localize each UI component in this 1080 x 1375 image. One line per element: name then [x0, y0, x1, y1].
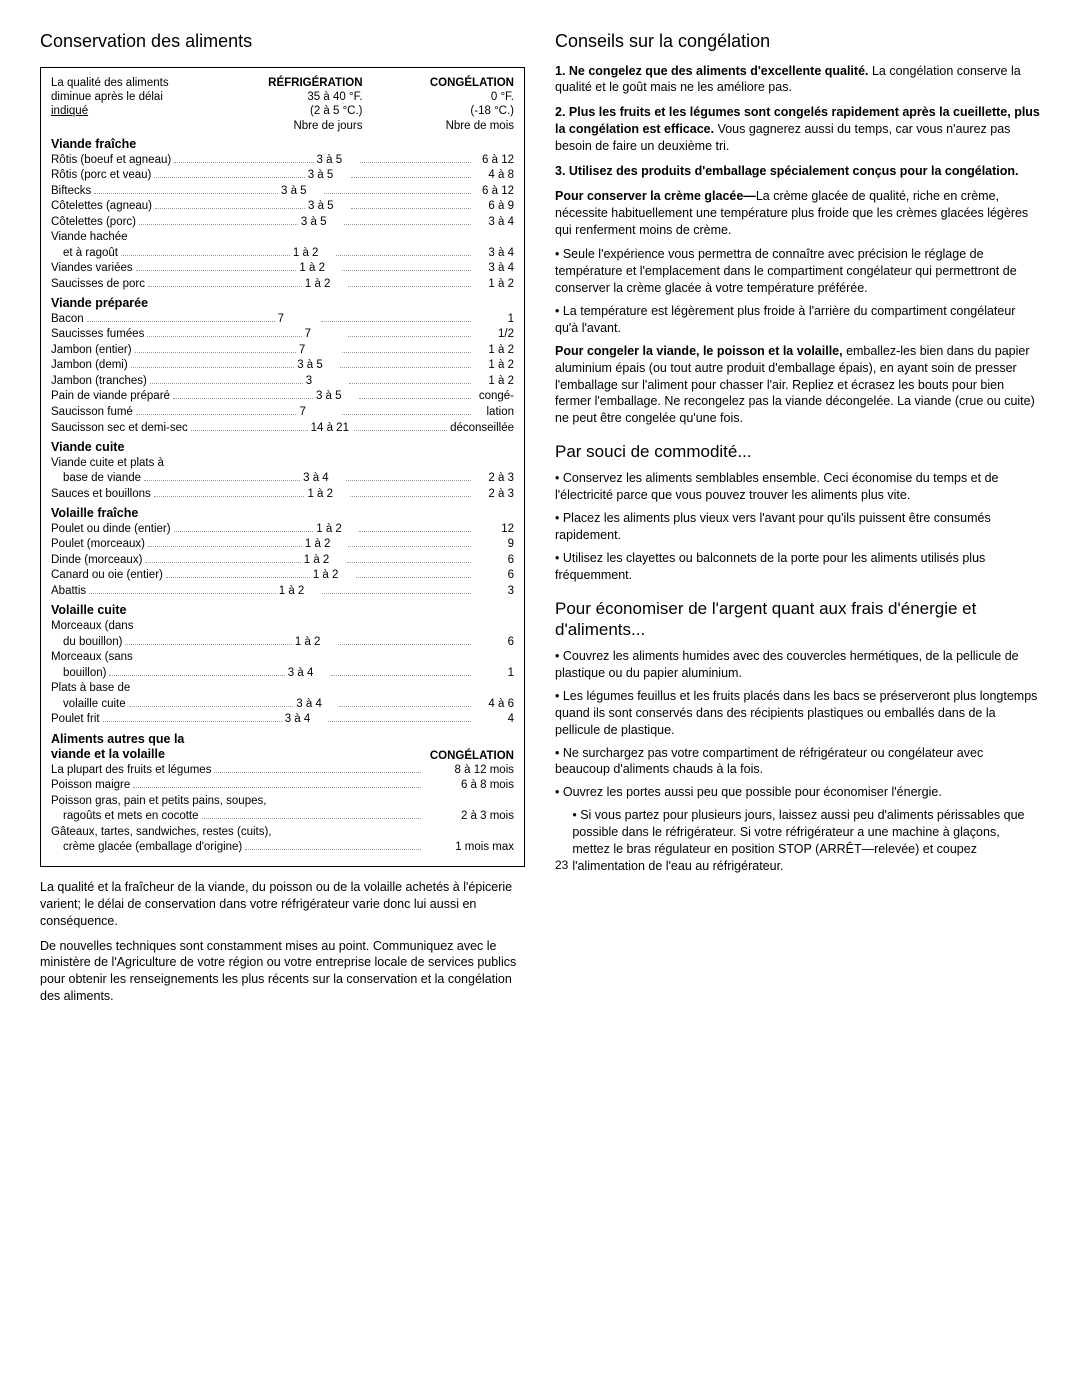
left-footnote-0: La qualité et la fraîcheur de la viande,…	[40, 879, 525, 930]
bullet-item: • La température est légèrement plus fro…	[555, 303, 1040, 337]
table-row: Côtelettes (porc)3 à 53 à 4	[51, 215, 514, 231]
para-block-1: Pour conserver la crème glacée—La crème …	[555, 188, 1040, 239]
bullet-item: • Ouvrez les portes aussi peu que possib…	[555, 784, 1040, 801]
section-title: Volaille fraîche	[51, 506, 514, 522]
table-row: Morceaux (sans	[51, 650, 514, 666]
lead-para: Pour conserver la crème glacée—La crème …	[555, 188, 1040, 239]
table-row: base de viande3 à 42 à 3	[51, 471, 514, 487]
header-mid: RÉFRIGÉRATION 35 à 40 °F. (2 à 5 °C.) Nb…	[217, 76, 362, 134]
bullet-item: • Seule l'expérience vous permettra de c…	[555, 246, 1040, 297]
hdr-mid-0: 35 à 40 °F.	[217, 90, 362, 104]
section-title: Viande fraîche	[51, 137, 514, 153]
table-header: La qualité des aliments diminue après le…	[51, 76, 514, 134]
table-row: Poulet frit3 à 44	[51, 712, 514, 728]
bullet-item: • Placez les aliments plus vieux vers l'…	[555, 510, 1040, 544]
storage-table: La qualité des aliments diminue après le…	[40, 67, 525, 867]
table-row: Bacon71	[51, 312, 514, 328]
bullet-item: • Utilisez les clayettes ou balconnets d…	[555, 550, 1040, 584]
left-title: Conservation des aliments	[40, 30, 525, 53]
bullets-glace: • Seule l'expérience vous permettra de c…	[555, 246, 1040, 336]
bullet-item: • Les légumes feuillus et les fruits pla…	[555, 688, 1040, 739]
table-row: Dinde (morceaux)1 à 26	[51, 553, 514, 569]
table-row: Poulet (morceaux)1 à 29	[51, 537, 514, 553]
numbered-para: 2. Plus les fruits et les légumes sont c…	[555, 104, 1040, 155]
table-row: ragoûts et mets en cocotte2 à 3 mois	[51, 809, 514, 825]
bullet-item: • Si vous partez pour plusieurs jours, l…	[572, 807, 1040, 875]
table-row: du bouillon)1 à 26	[51, 635, 514, 651]
table-row: Saucisson sec et demi-sec14 à 21déconsei…	[51, 421, 514, 437]
table-row: Poisson gras, pain et petits pains, soup…	[51, 794, 514, 810]
page-container: Conservation des aliments La qualité des…	[40, 30, 1040, 1013]
table-row: Viandes variées1 à 23 à 4	[51, 261, 514, 277]
table-row: Côtelettes (agneau)3 à 56 à 9	[51, 199, 514, 215]
section-title: Aliments autres que la viande et la vola…	[51, 732, 514, 763]
hdr-mid-1: (2 à 5 °C.)	[217, 104, 362, 118]
hdr-mid-2: Nbre de jours	[217, 119, 362, 133]
sub2-title: Pour économiser de l'argent quant aux fr…	[555, 598, 1040, 641]
table-row: Rôtis (boeuf et agneau)3 à 56 à 12	[51, 153, 514, 169]
left-footnote-1: De nouvelles techniques sont constamment…	[40, 938, 525, 1006]
hdr-left-0: La qualité des aliments	[51, 76, 211, 90]
table-row: Saucisses de porc1 à 21 à 2	[51, 277, 514, 293]
hdr-left-1: diminue après le délai	[51, 90, 211, 104]
numbered-para: 1. Ne congelez que des aliments d'excell…	[555, 63, 1040, 97]
sub1-title: Par souci de commodité...	[555, 441, 1040, 462]
table-row: Jambon (demi)3 à 51 à 2	[51, 358, 514, 374]
bullet-item: • Conservez les aliments semblables ense…	[555, 470, 1040, 504]
table-row: Sauces et bouillons1 à 22 à 3	[51, 487, 514, 503]
table-row: Poulet ou dinde (entier)1 à 212	[51, 522, 514, 538]
hdr-right-title: CONGÉLATION	[369, 76, 514, 90]
table-row: Gâteaux, tartes, sandwiches, restes (cui…	[51, 825, 514, 841]
table-row: Biftecks3 à 56 à 12	[51, 184, 514, 200]
table-row: crème glacée (emballage d'origine)1 mois…	[51, 840, 514, 856]
sub1-bullets: • Conservez les aliments semblables ense…	[555, 470, 1040, 583]
bullet-item: • Ne surchargez pas votre compartiment d…	[555, 745, 1040, 779]
page-number: 23	[555, 858, 568, 875]
hdr-left-2: indiqué	[51, 104, 211, 118]
table-row: Abattis1 à 23	[51, 584, 514, 600]
table-row: volaille cuite3 à 44 à 6	[51, 697, 514, 713]
bullet-item: • Couvrez les aliments humides avec des …	[555, 648, 1040, 682]
table-row: et à ragoût1 à 23 à 4	[51, 246, 514, 262]
table-row: Saucisses fumées71/2	[51, 327, 514, 343]
table-row: Pain de viande préparé3 à 5congé-	[51, 389, 514, 405]
hdr-right-1: (-18 °C.)	[369, 104, 514, 118]
table-row: Jambon (entier)71 à 2	[51, 343, 514, 359]
table-row: Jambon (tranches)31 à 2	[51, 374, 514, 390]
table-row: Viande hachée	[51, 230, 514, 246]
left-column: Conservation des aliments La qualité des…	[40, 30, 525, 1013]
sub2-bullets: • Couvrez les aliments humides avec des …	[555, 648, 1040, 875]
hdr-right-0: 0 °F.	[369, 90, 514, 104]
table-row: Canard ou oie (entier)1 à 26	[51, 568, 514, 584]
header-right: CONGÉLATION 0 °F. (-18 °C.) Nbre de mois	[369, 76, 514, 134]
section-title: Viande cuite	[51, 440, 514, 456]
numbered-para: 3. Utilisez des produits d'emballage spé…	[555, 163, 1040, 180]
para-viande: Pour congeler la viande, le poisson et l…	[555, 343, 1040, 427]
hdr-mid-title: RÉFRIGÉRATION	[217, 76, 362, 90]
table-row: Morceaux (dans	[51, 619, 514, 635]
header-left: La qualité des aliments diminue après le…	[51, 76, 211, 134]
numbered-block: 1. Ne congelez que des aliments d'excell…	[555, 63, 1040, 180]
table-row: Poisson maigre6 à 8 mois	[51, 778, 514, 794]
table-row: bouillon)3 à 41	[51, 666, 514, 682]
table-row: Rôtis (porc et veau)3 à 54 à 8	[51, 168, 514, 184]
right-column: Conseils sur la congélation 1. Ne congel…	[555, 30, 1040, 1013]
hdr-right-2: Nbre de mois	[369, 119, 514, 133]
table-row: Viande cuite et plats à	[51, 456, 514, 472]
section-title: Volaille cuite	[51, 603, 514, 619]
right-title: Conseils sur la congélation	[555, 30, 1040, 53]
table-row: Saucisson fumé7lation	[51, 405, 514, 421]
table-row: Plats à base de	[51, 681, 514, 697]
section-title: Viande préparée	[51, 296, 514, 312]
table-row: La plupart des fruits et légumes8 à 12 m…	[51, 763, 514, 779]
